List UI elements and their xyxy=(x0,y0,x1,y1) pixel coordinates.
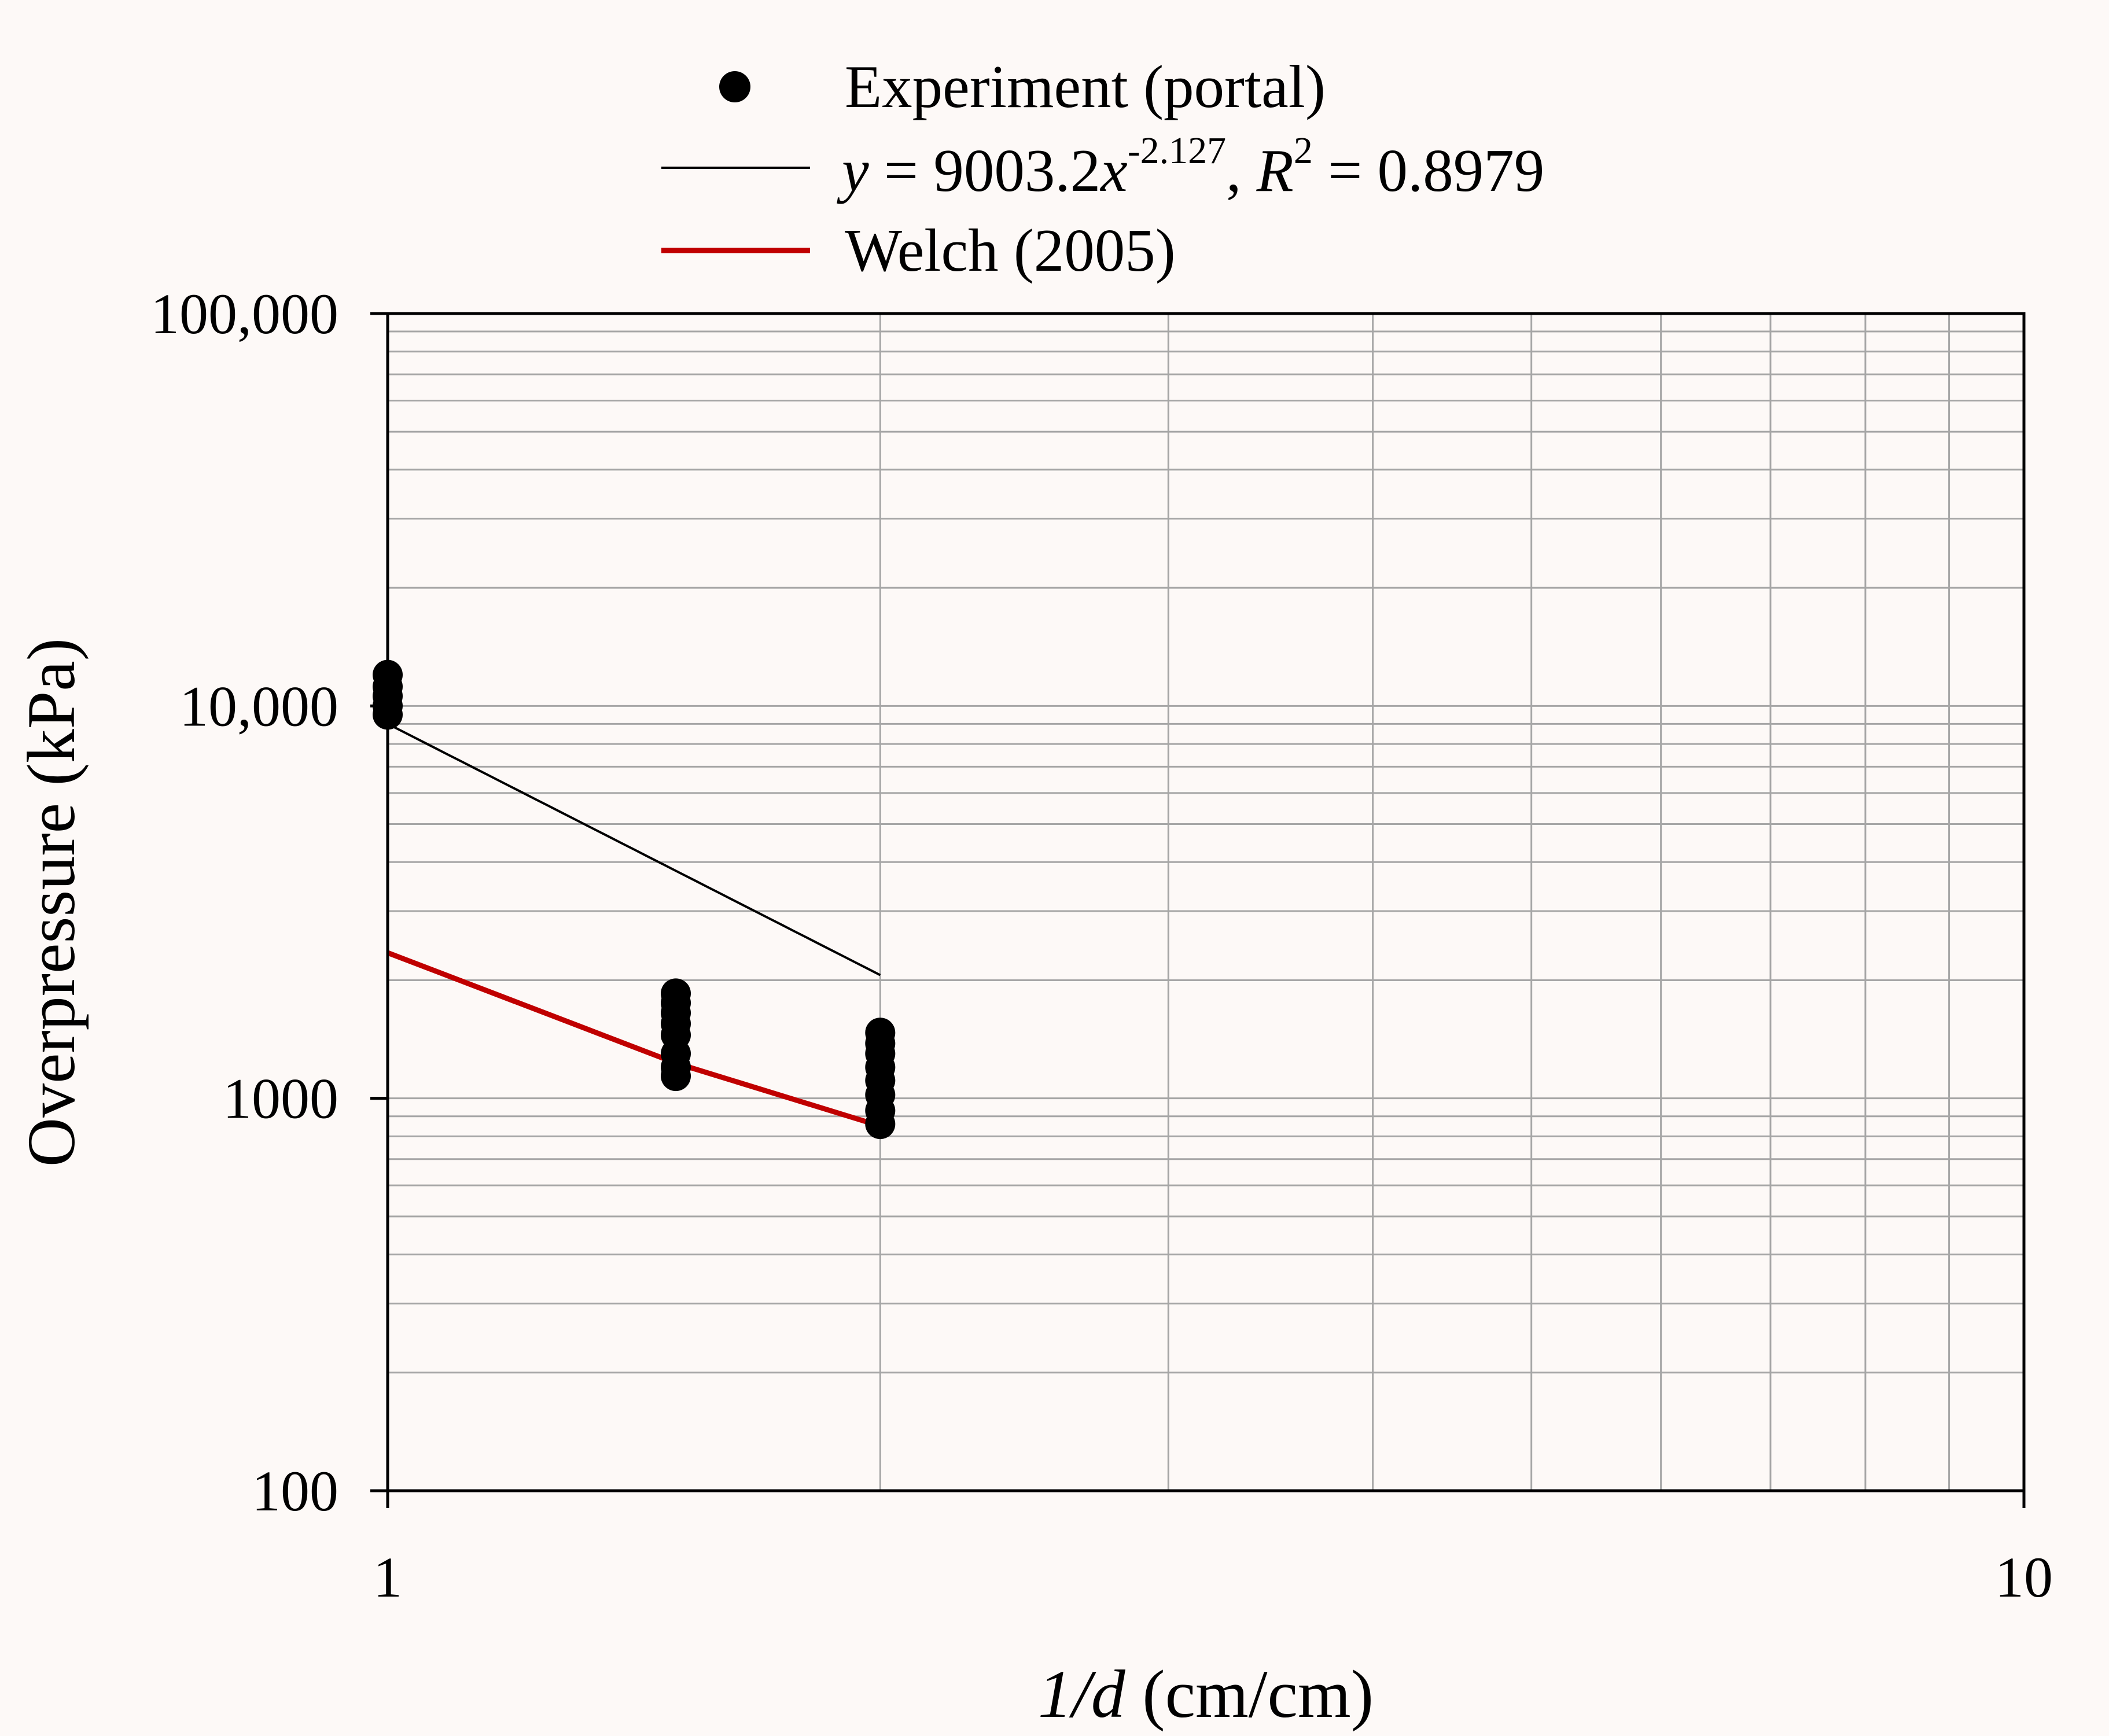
x-axis-title: 1/d (cm/cm) xyxy=(1038,1656,1374,1732)
legend-fit-label: y = 9003.2x-2.127, R2 = 0.8979 xyxy=(837,130,1544,204)
y-tick-label: 10,000 xyxy=(179,674,338,738)
y-tick-label: 1000 xyxy=(223,1067,338,1131)
y-tick-label: 100,000 xyxy=(150,282,338,346)
series-layer xyxy=(373,659,896,1140)
y-axis-ticks: 100 1000 10,000 100,000 xyxy=(150,282,388,1523)
legend-experiment-marker xyxy=(719,71,750,102)
y-axis-title: Overpressure (kPa) xyxy=(13,638,89,1167)
grid xyxy=(388,314,2024,1492)
y-tick-label: 100 xyxy=(252,1459,338,1523)
x-tick-label: 1 xyxy=(373,1545,402,1609)
fit-line xyxy=(387,723,881,976)
welch-line xyxy=(387,950,881,1129)
data-point xyxy=(661,1061,691,1092)
data-point xyxy=(865,1109,896,1140)
x-axis-ticks: 1 10 xyxy=(373,1491,2053,1609)
x-tick-label: 10 xyxy=(1995,1545,2053,1609)
plot-frame xyxy=(386,312,2026,1492)
legend-experiment-label: Experiment (portal) xyxy=(845,53,1326,120)
legend: Experiment (portal) y = 9003.2x-2.127, R… xyxy=(661,53,1544,284)
legend-welch-label: Welch (2005) xyxy=(845,216,1176,284)
